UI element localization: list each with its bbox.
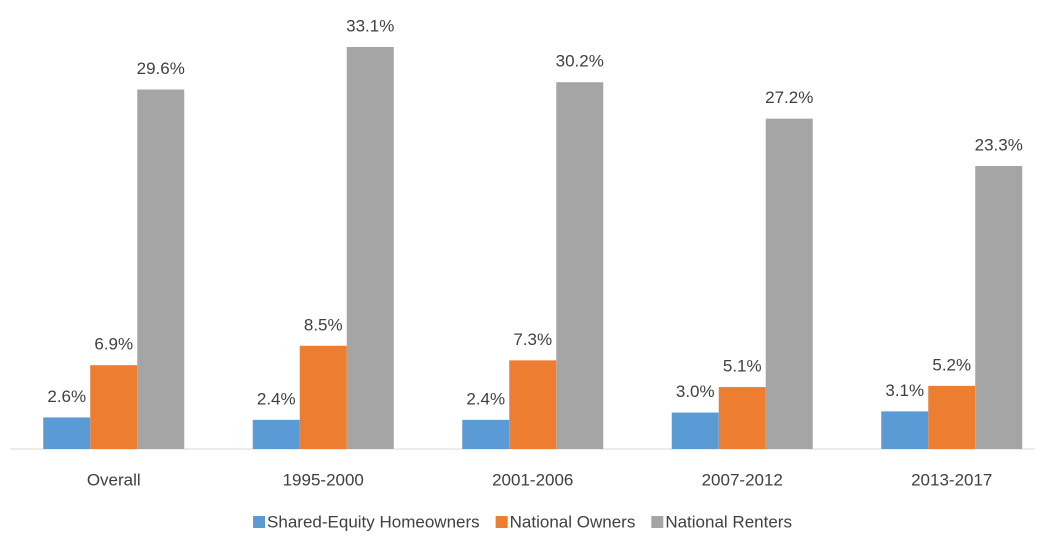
data-label: 5.2% <box>932 355 971 374</box>
bar <box>928 385 976 449</box>
data-label: 23.3% <box>975 136 1023 155</box>
legend-label: National Owners <box>510 512 636 531</box>
bar <box>252 419 300 449</box>
data-label: 33.1% <box>346 16 394 35</box>
data-label: 3.1% <box>885 381 924 400</box>
data-label: 6.9% <box>94 335 133 354</box>
data-label: 2.4% <box>466 389 505 408</box>
bar <box>90 365 138 449</box>
bar <box>346 47 394 449</box>
legend-swatch <box>651 516 664 528</box>
legend-label: Shared-Equity Homeowners <box>267 512 480 531</box>
bar <box>462 419 510 449</box>
legend-swatch <box>253 516 266 528</box>
bar <box>881 411 929 449</box>
data-label: 2.4% <box>257 389 296 408</box>
bar <box>671 412 719 449</box>
x-tick-label: 2013-2017 <box>911 470 992 489</box>
bar <box>137 89 185 449</box>
data-label: 27.2% <box>765 88 813 107</box>
bar <box>299 345 347 449</box>
data-label: 7.3% <box>513 330 552 349</box>
data-label: 8.5% <box>304 315 343 334</box>
bar <box>556 82 604 449</box>
data-label: 30.2% <box>556 52 604 71</box>
data-label: 2.6% <box>47 387 86 406</box>
x-tick-label: Overall <box>87 470 141 489</box>
legend-label: National Renters <box>665 512 792 531</box>
x-tick-label: 2001-2006 <box>492 470 573 489</box>
data-label: 29.6% <box>137 59 185 78</box>
data-label: 5.1% <box>723 357 762 376</box>
bar <box>718 387 766 449</box>
data-label: 3.0% <box>676 382 715 401</box>
bar <box>43 417 91 449</box>
bar <box>765 118 813 450</box>
bar <box>509 360 557 449</box>
legend-swatch <box>495 516 508 528</box>
bar <box>975 166 1023 449</box>
x-tick-label: 2007-2012 <box>702 470 783 489</box>
x-tick-label: 1995-2000 <box>283 470 364 489</box>
